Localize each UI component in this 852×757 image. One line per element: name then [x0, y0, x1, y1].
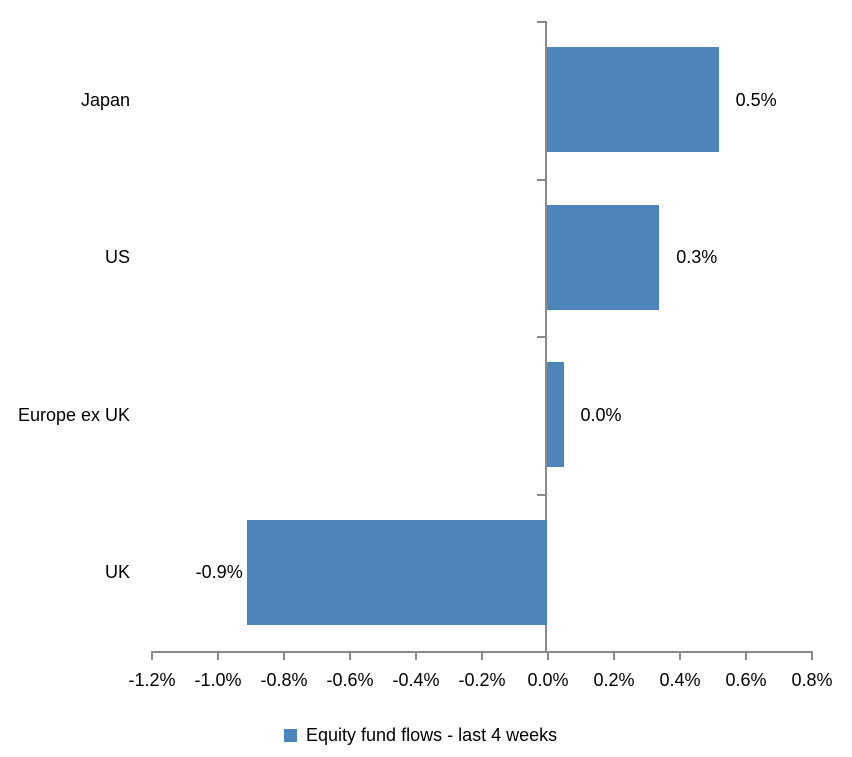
category-boundary-tick [537, 493, 545, 496]
x-axis-tick [283, 651, 285, 660]
category-boundary-tick [537, 336, 545, 338]
x-axis-tick [547, 651, 549, 660]
x-axis-tick [151, 651, 153, 660]
value-label-us: 0.3% [676, 247, 718, 268]
bar-europe-ex-uk [547, 362, 564, 468]
x-tick-label-0-4: 0.4% [659, 670, 701, 690]
category-label-uk: UK [104, 562, 130, 583]
x-tick-label-0-2: 0.2% [593, 670, 635, 690]
x-axis-tick [679, 651, 681, 660]
category-boundary-tick [537, 21, 545, 23]
zero-axis-line [545, 21, 547, 651]
category-label-us: US [104, 247, 130, 268]
x-tick-label-1-0: -1.0% [194, 670, 242, 690]
x-axis-tick [217, 651, 219, 660]
bar-us [547, 204, 660, 310]
x-tick-label-0-8: -0.8% [260, 670, 308, 690]
x-axis-tick [613, 651, 615, 660]
legend: Equity fund flows - last 4 weeks [284, 722, 557, 748]
x-tick-label-1-2: -1.2% [128, 670, 176, 690]
x-tick-label-0-0: 0.0% [527, 670, 569, 690]
bar-uk [246, 519, 547, 625]
x-tick-label-0-6: 0.6% [725, 670, 767, 690]
value-label-uk: -0.9% [195, 562, 243, 583]
value-label-japan: 0.5% [735, 89, 777, 110]
category-boundary-tick [537, 178, 545, 181]
x-tick-label-0-4: -0.4% [392, 670, 440, 690]
value-label-europe-ex-uk: 0.0% [580, 404, 622, 425]
bar-japan [547, 47, 719, 153]
category-label-europe-ex-uk: Europe ex UK [17, 404, 130, 425]
x-axis-tick [349, 651, 351, 660]
x-axis-tick [481, 651, 483, 660]
x-tick-label-0-6: -0.6% [326, 670, 374, 690]
x-axis-tick [811, 651, 813, 660]
legend-label: Equity fund flows - last 4 weeks [306, 725, 558, 745]
x-tick-label-0-2: -0.2% [458, 670, 506, 690]
x-axis-tick [745, 651, 747, 660]
legend-swatch [284, 728, 297, 742]
category-label-japan: Japan [80, 89, 130, 110]
x-tick-label-0-8: 0.8% [791, 670, 833, 690]
x-axis-tick [415, 651, 417, 660]
